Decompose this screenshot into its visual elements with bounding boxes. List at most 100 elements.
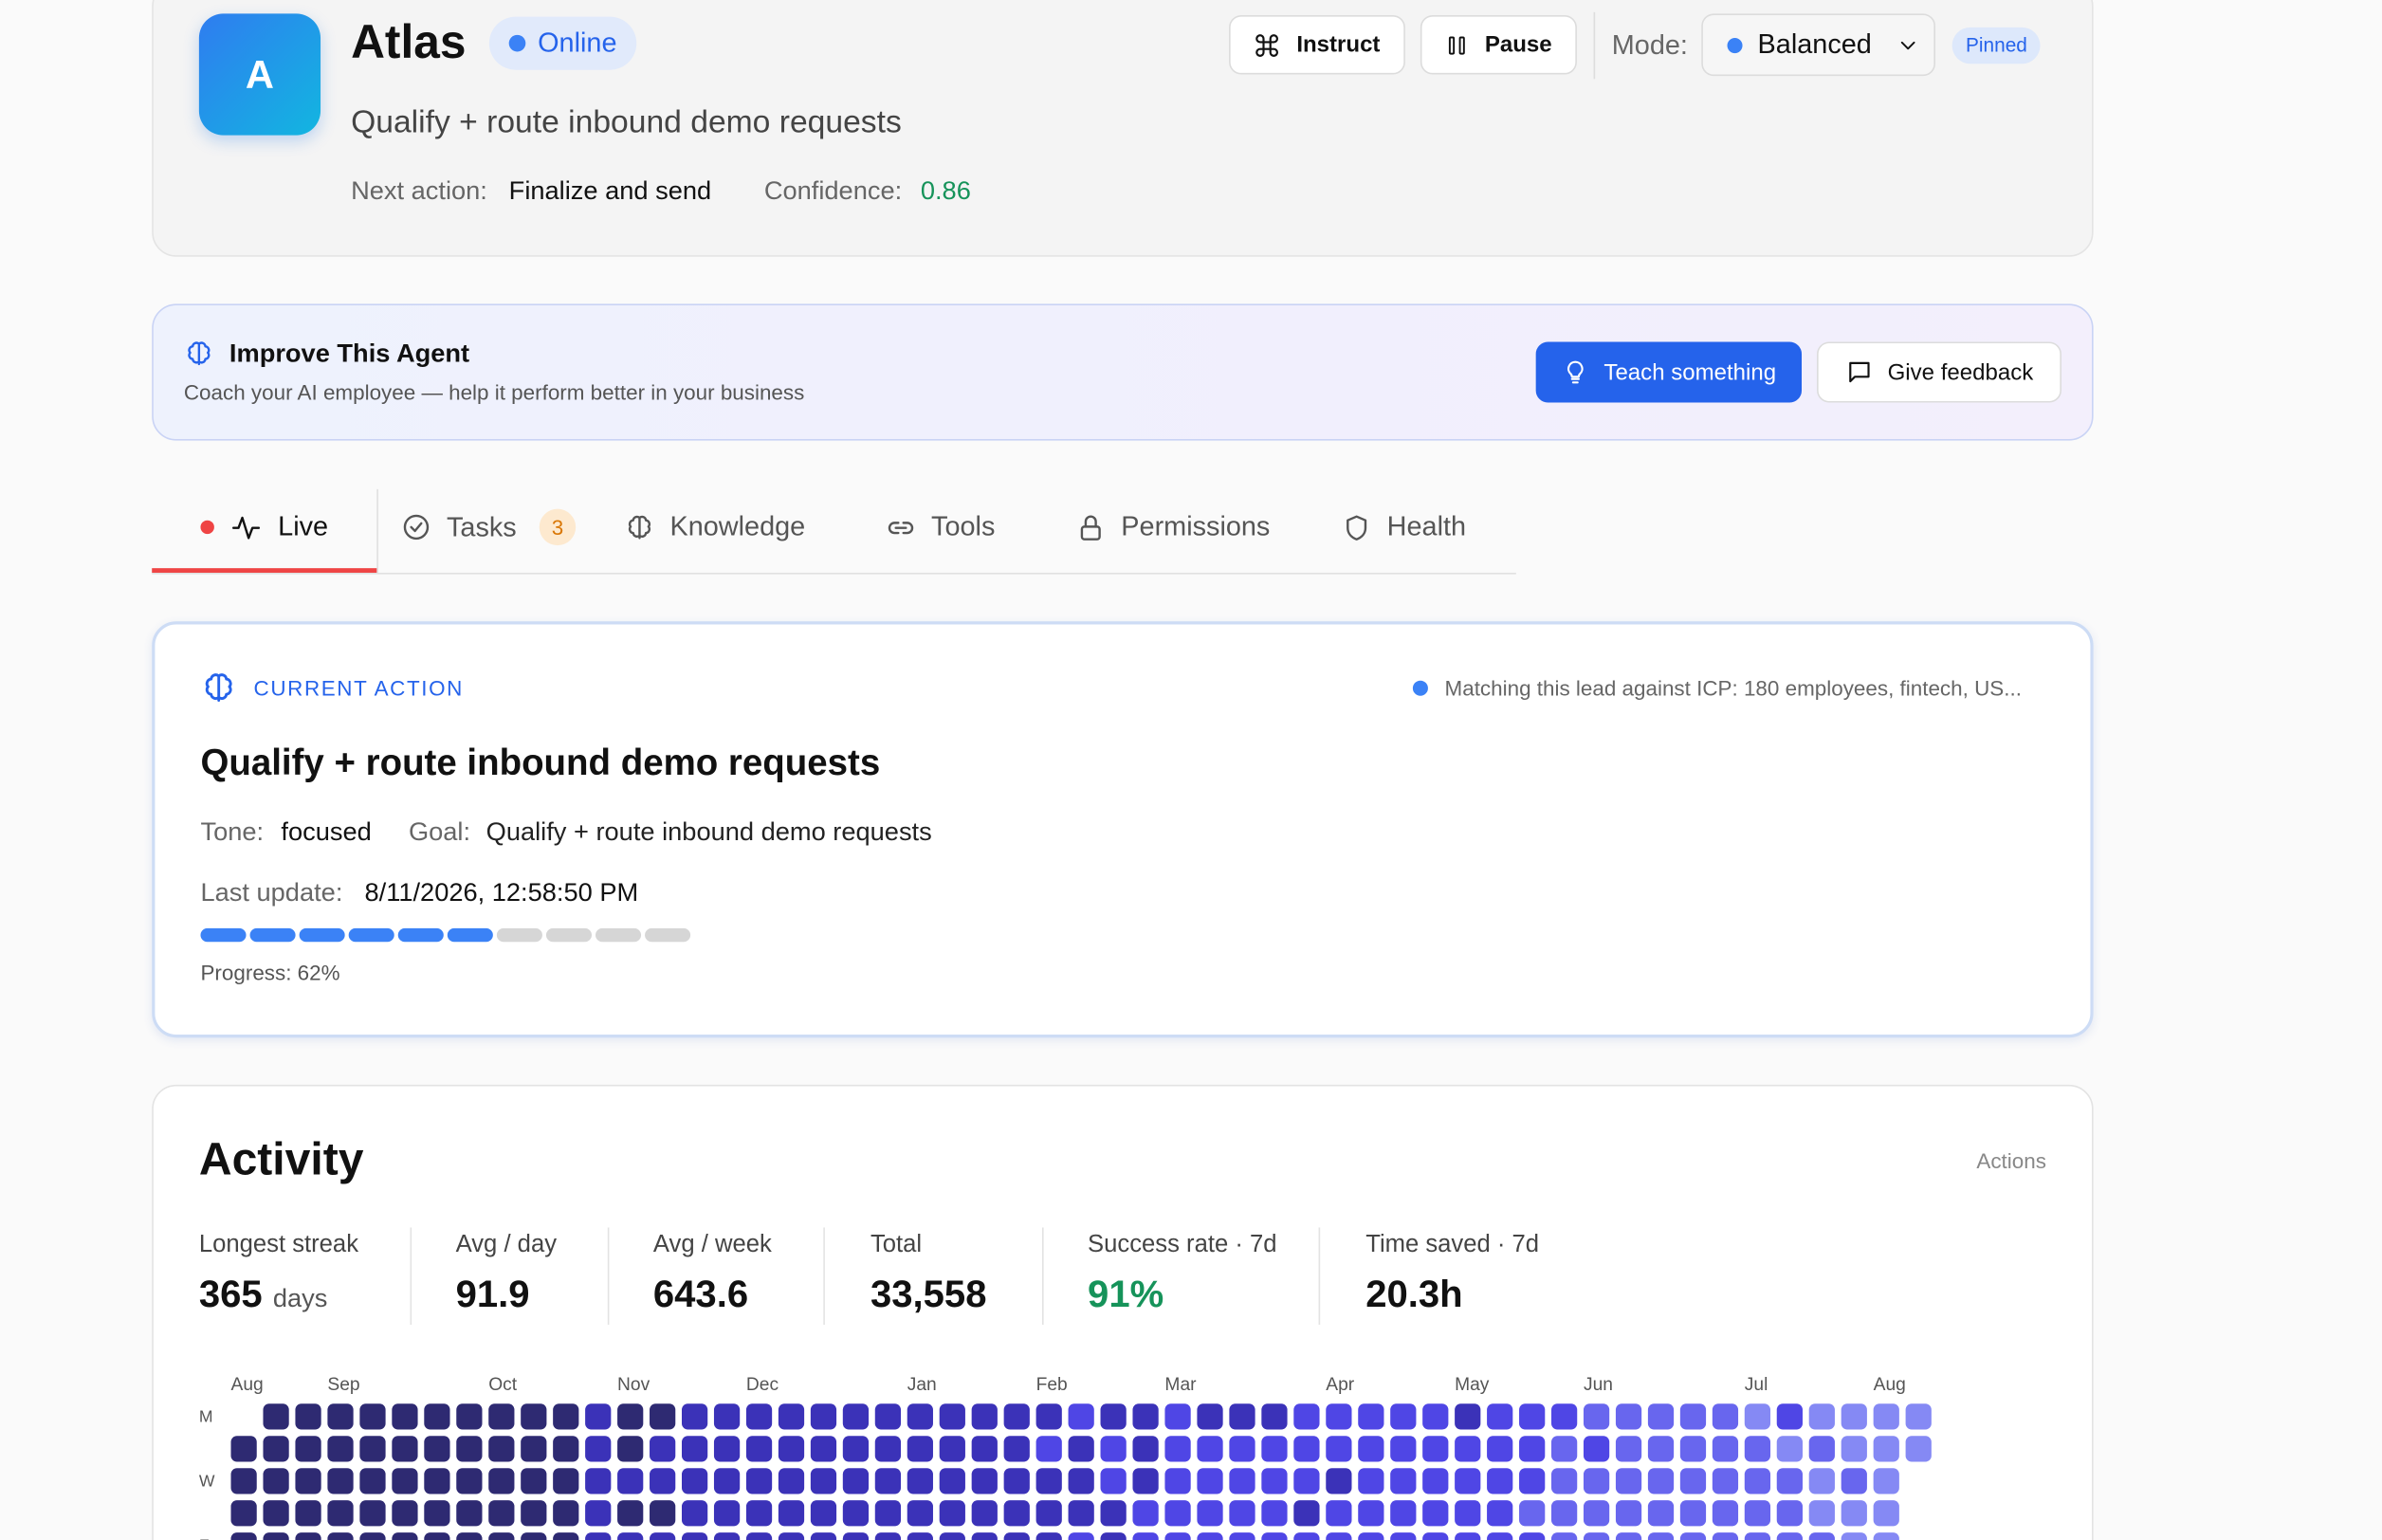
lock-icon	[1080, 514, 1101, 541]
heatmap-cell	[1808, 1403, 1835, 1430]
heatmap-cell	[585, 1500, 612, 1527]
heatmap-cell	[1744, 1532, 1771, 1540]
heatmap-cell	[1035, 1403, 1062, 1430]
month-label: Nov	[617, 1375, 650, 1395]
heatmap-cell	[1358, 1436, 1384, 1462]
tab-health[interactable]: Health	[1342, 511, 1466, 543]
tab-label: Tools	[931, 511, 996, 542]
status-dot	[508, 34, 526, 52]
heatmap-cell	[1422, 1468, 1449, 1494]
teach-button[interactable]: Teach something	[1535, 341, 1803, 403]
heatmap-cell	[1326, 1436, 1352, 1462]
pause-icon	[1449, 35, 1466, 54]
heatmap-cell	[1776, 1403, 1803, 1430]
heatmap-cell	[1326, 1403, 1352, 1430]
tab-permissions[interactable]: Permissions	[1075, 511, 1270, 543]
heatmap-cell	[263, 1532, 289, 1540]
tab-label: Knowledge	[669, 511, 806, 542]
heatmap-cell	[713, 1500, 741, 1527]
month-label: Sep	[327, 1375, 359, 1395]
heatmap-cell	[745, 1436, 773, 1462]
tab-live[interactable]: Live	[200, 511, 328, 543]
heatmap-cell	[1679, 1468, 1707, 1494]
heatmap-cell	[1808, 1500, 1835, 1527]
heatmap-cell	[745, 1403, 773, 1430]
last-update: 8/11/2026, 12:58:50 PM	[364, 877, 639, 908]
heatmap-cell	[392, 1403, 418, 1430]
tab-tasks[interactable]: Tasks 3	[401, 508, 577, 546]
heatmap-cell	[521, 1436, 547, 1462]
stat-number: 365	[198, 1273, 263, 1316]
heatmap-cell	[456, 1403, 483, 1430]
improve-banner	[152, 303, 2094, 441]
heatmap-cell	[617, 1500, 644, 1527]
heatmap-cell	[1197, 1500, 1223, 1527]
heatmap-cell	[681, 1468, 708, 1494]
pause-button[interactable]: Pause	[1420, 15, 1577, 75]
status-pill: Online	[488, 16, 637, 70]
heatmap-cell	[1841, 1500, 1867, 1527]
heatmap-cell	[713, 1468, 741, 1494]
heatmap-cell	[1841, 1403, 1867, 1430]
heatmap-cell	[874, 1468, 902, 1494]
heatmap-cell	[553, 1468, 579, 1494]
avatar: A	[198, 13, 321, 136]
bulb-icon	[1567, 360, 1584, 384]
heatmap-cell	[810, 1532, 837, 1540]
avatar-letter: A	[245, 50, 274, 97]
stat-label: Longest streak	[198, 1232, 359, 1258]
feedback-button[interactable]: Give feedback	[1817, 341, 2061, 403]
heatmap-cell	[488, 1403, 515, 1430]
heatmap-cell	[1744, 1403, 1771, 1430]
heatmap-cell	[810, 1403, 837, 1430]
heatmap-cell	[1326, 1500, 1352, 1527]
progress-segment	[348, 927, 394, 943]
feedback-label: Give feedback	[1887, 358, 2034, 386]
tab-knowledge[interactable]: Knowledge	[624, 511, 805, 543]
month-label: Feb	[1036, 1375, 1068, 1395]
heatmap-cell	[1164, 1436, 1191, 1462]
heatmap-cell	[1229, 1403, 1255, 1430]
heatmap-cell	[1615, 1436, 1642, 1462]
tab-tools[interactable]: Tools	[886, 511, 995, 543]
heatmap-cell	[424, 1500, 450, 1527]
heatmap-cell	[1583, 1468, 1610, 1494]
heatmap-cell	[874, 1436, 902, 1462]
heatmap-cell	[1003, 1468, 1030, 1494]
stat-label: Time saved · 7d	[1365, 1232, 1540, 1258]
heatmap-cell	[1647, 1500, 1675, 1527]
heatmap-cell	[1487, 1500, 1513, 1527]
heatmap-cell	[359, 1403, 386, 1430]
heatmap-cell	[971, 1532, 998, 1540]
stat-label: Total	[870, 1232, 923, 1258]
heatmap-cell	[263, 1436, 289, 1462]
check-icon	[403, 514, 430, 541]
mode-select[interactable]: Balanced	[1701, 13, 1936, 77]
heatmap-cell	[1068, 1468, 1094, 1494]
heatmap-cell	[1068, 1436, 1094, 1462]
heatmap-cell	[971, 1436, 998, 1462]
command-icon	[1256, 33, 1279, 57]
heatmap-cell	[1261, 1468, 1288, 1494]
heatmap-cell	[1712, 1532, 1739, 1540]
tab-label: Tasks	[447, 511, 517, 542]
heatmap-cell	[1615, 1500, 1642, 1527]
heatmap-cell	[1712, 1468, 1739, 1494]
heatmap-cell	[1100, 1436, 1127, 1462]
header-divider	[1593, 11, 1596, 80]
heatmap-cell	[1519, 1500, 1546, 1527]
day-label: F	[199, 1535, 210, 1540]
progress-segments	[200, 927, 691, 943]
stat-value: 643.6	[652, 1273, 749, 1316]
heatmap-cell	[1261, 1532, 1288, 1540]
tone: focused	[281, 816, 372, 847]
activity-metric: Actions	[1976, 1148, 2046, 1173]
confidence: 0.86	[920, 175, 971, 206]
heatmap-cell	[327, 1403, 354, 1430]
heatmap-cell	[1776, 1500, 1803, 1527]
instruct-button[interactable]: Instruct	[1229, 15, 1405, 75]
heatmap-cell	[1776, 1468, 1803, 1494]
heatmap-cell	[810, 1468, 837, 1494]
heatmap-cell	[650, 1468, 676, 1494]
